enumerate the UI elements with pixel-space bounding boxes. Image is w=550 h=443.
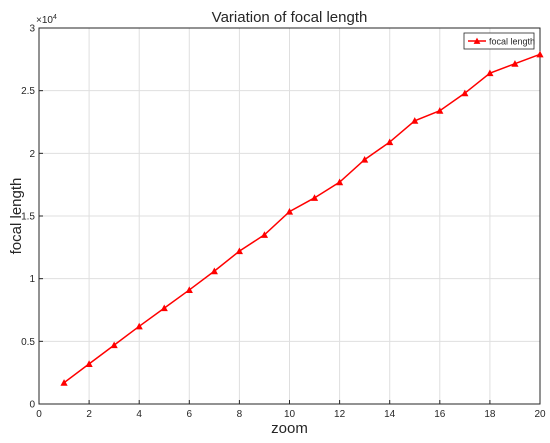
legend: focal length: [463, 32, 535, 50]
data-point-marker: [210, 267, 218, 275]
data-point-marker: [361, 156, 369, 163]
legend-box: [463, 32, 535, 50]
x-tick-label: 18: [484, 409, 496, 420]
y-tick-label: 2: [29, 149, 35, 160]
y-tick-label: 0.5: [21, 337, 35, 348]
x-tick-label: 20: [534, 409, 546, 420]
y-tick-label: 1.5: [21, 212, 35, 223]
data-point-marker: [436, 107, 444, 114]
data-point-marker: [235, 247, 243, 255]
legend-label: focal length: [489, 37, 535, 47]
x-tick-label: 16: [434, 409, 446, 420]
x-tick-label: 10: [284, 409, 296, 420]
series-layer: [60, 50, 544, 386]
x-tick-label: 14: [384, 409, 396, 420]
data-point-marker: [536, 50, 544, 58]
y-axis-title: focal length: [8, 178, 25, 255]
data-point-marker: [511, 60, 519, 67]
series-line: [63, 53, 541, 384]
x-tick-label: 6: [187, 409, 193, 420]
data-point-marker: [310, 194, 319, 201]
y-exponent-power: 4: [53, 14, 57, 21]
data-point-marker: [336, 178, 344, 186]
data-point-marker: [85, 360, 93, 367]
legend-marker-triangle: [473, 37, 481, 44]
data-point-marker: [160, 304, 168, 312]
y-axis-exponent-label: ×104: [36, 14, 57, 26]
x-axis-title: zoom: [271, 420, 308, 437]
y-exponent-base: ×10: [36, 15, 53, 26]
data-point-marker: [386, 138, 394, 146]
data-point-marker: [110, 341, 118, 349]
x-tick-label: 12: [334, 409, 346, 420]
x-tick-label: 0: [36, 409, 42, 420]
y-tick-label: 2.5: [21, 86, 35, 97]
data-point-marker: [60, 379, 68, 386]
y-tick-label: 3: [29, 24, 35, 35]
x-tick-label: 8: [237, 409, 243, 420]
x-tick-label: 2: [86, 409, 92, 420]
data-point-marker: [461, 89, 469, 97]
x-tick-label: 4: [136, 409, 142, 420]
data-point-marker: [135, 322, 143, 330]
data-point-marker: [285, 208, 294, 215]
chart-title: Variation of focal length: [212, 9, 368, 26]
data-point-marker: [486, 69, 494, 77]
tick-layer: 0 2 4 6 8 10 12 14 16 18 20 0 0.5 1 1.5 2 2.5 3: [21, 24, 546, 421]
data-point-marker: [260, 231, 269, 238]
y-tick-label: 1: [29, 274, 35, 285]
data-point-marker: [411, 117, 419, 124]
y-tick-label: 0: [29, 400, 35, 411]
data-point-marker: [185, 286, 193, 294]
